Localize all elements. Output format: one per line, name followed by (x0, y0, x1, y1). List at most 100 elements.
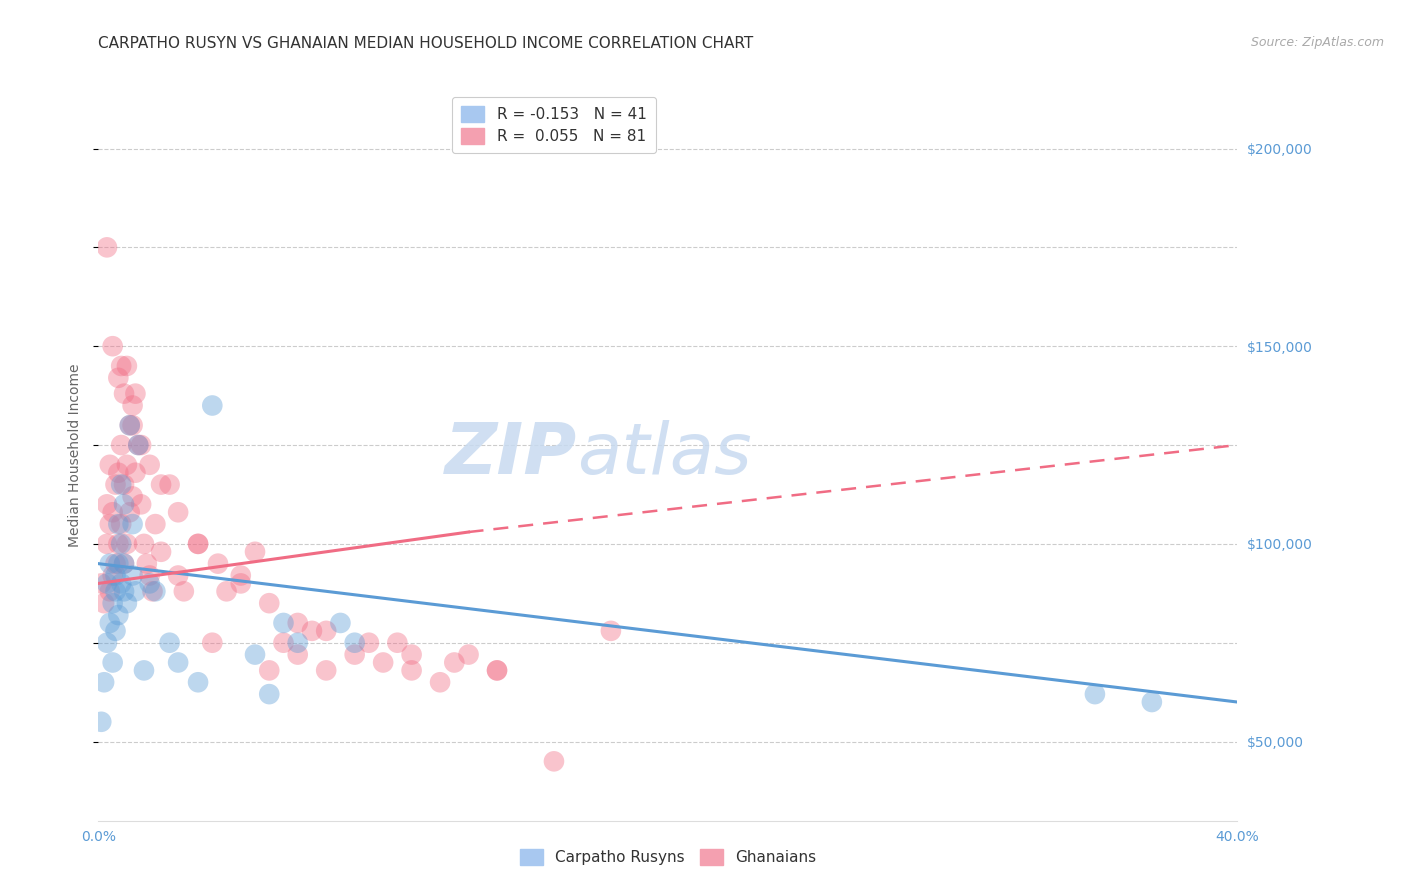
Point (115, 596, 138, 610)
Point (118, 418, 141, 433)
Point (98, 615, 121, 630)
Point (107, 466, 129, 480)
Point (96, 576, 118, 591)
Point (373, 656, 395, 670)
Point (287, 636, 309, 650)
Point (104, 557, 127, 571)
Point (93, 675, 115, 690)
Point (1084, 687, 1107, 701)
Point (121, 517, 143, 532)
Point (132, 664, 155, 678)
Point (110, 576, 132, 591)
Point (112, 477, 135, 491)
Point (121, 568, 143, 582)
Point (112, 557, 135, 571)
Point (429, 675, 451, 690)
Point (121, 490, 143, 504)
Point (138, 568, 160, 582)
Point (124, 584, 146, 599)
Point (201, 636, 224, 650)
Point (315, 624, 337, 638)
Point (259, 664, 281, 678)
Point (343, 636, 366, 650)
Point (118, 418, 141, 433)
Point (104, 624, 127, 638)
Point (101, 339, 124, 353)
Point (229, 576, 252, 591)
Point (486, 664, 509, 678)
Point (115, 359, 138, 373)
Point (107, 608, 129, 623)
Point (486, 664, 509, 678)
Point (127, 438, 149, 452)
Point (112, 557, 135, 571)
Text: Source: ZipAtlas.com: Source: ZipAtlas.com (1251, 36, 1385, 49)
Point (110, 537, 132, 551)
Text: ZIP: ZIP (444, 420, 576, 490)
Point (207, 557, 229, 571)
Point (98, 517, 121, 532)
Text: CARPATHO RUSYN VS GHANAIAN MEDIAN HOUSEHOLD INCOME CORRELATION CHART: CARPATHO RUSYN VS GHANAIAN MEDIAN HOUSEH… (98, 36, 754, 51)
Point (387, 636, 409, 650)
Point (90, 576, 112, 591)
Point (110, 477, 132, 491)
Y-axis label: Median Household Income: Median Household Income (69, 363, 83, 547)
Point (201, 399, 224, 413)
Point (127, 438, 149, 452)
Point (115, 458, 138, 472)
Point (243, 545, 266, 559)
Point (96, 636, 118, 650)
Point (138, 576, 160, 591)
Point (107, 537, 129, 551)
Point (104, 568, 127, 582)
Point (124, 466, 146, 480)
Point (273, 615, 295, 630)
Point (259, 596, 281, 610)
Point (110, 359, 132, 373)
Legend: Carpatho Rusyns, Ghanaians: Carpatho Rusyns, Ghanaians (513, 843, 823, 871)
Point (159, 636, 181, 650)
Point (101, 656, 124, 670)
Point (187, 675, 209, 690)
Point (101, 596, 124, 610)
Point (112, 386, 135, 401)
Point (124, 386, 146, 401)
Point (93, 596, 115, 610)
Point (141, 584, 163, 599)
Point (287, 615, 309, 630)
Point (543, 755, 565, 769)
Point (112, 497, 135, 511)
Point (96, 240, 118, 254)
Point (101, 505, 124, 519)
Point (145, 517, 167, 532)
Point (159, 477, 181, 491)
Point (229, 568, 252, 582)
Text: atlas: atlas (576, 420, 751, 490)
Point (96, 537, 118, 551)
Point (132, 537, 155, 551)
Point (301, 624, 323, 638)
Point (135, 557, 157, 571)
Point (443, 656, 465, 670)
Point (107, 557, 129, 571)
Point (187, 537, 209, 551)
Point (118, 505, 141, 519)
Point (145, 584, 167, 599)
Point (150, 477, 173, 491)
Point (98, 584, 121, 599)
Point (215, 584, 238, 599)
Point (138, 458, 160, 472)
Point (1140, 695, 1163, 709)
Point (273, 636, 295, 650)
Point (110, 438, 132, 452)
Point (401, 648, 423, 662)
Point (104, 584, 127, 599)
Point (90, 714, 112, 729)
Point (101, 568, 124, 582)
Point (115, 537, 138, 551)
Point (315, 664, 337, 678)
Point (150, 545, 173, 559)
Point (329, 615, 352, 630)
Point (121, 418, 143, 433)
Point (287, 648, 309, 662)
